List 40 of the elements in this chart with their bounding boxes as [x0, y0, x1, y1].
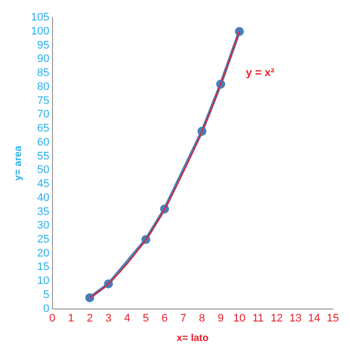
x-tick-label: 2 [86, 312, 93, 324]
y-tick-label: 25 [37, 234, 50, 246]
y-tick-label: 80 [37, 80, 50, 93]
y-tick-label: 20 [37, 247, 50, 260]
x-tick-label: 3 [105, 312, 112, 324]
y-tick-label: 70 [37, 108, 50, 121]
y-tick-label: 5 [43, 288, 50, 301]
y-tick-label: 65 [37, 122, 50, 135]
y-tick-label: 50 [37, 164, 50, 176]
x-tick-label: 8 [198, 312, 206, 324]
y-tick-label: 30 [37, 220, 50, 232]
x-tick-label: 1 [68, 312, 74, 324]
annotation: y = x² [246, 66, 275, 79]
x-tick-label: 6 [162, 312, 168, 324]
y-tick-label: 0 [43, 302, 50, 315]
x-tick-label: 9 [218, 312, 224, 324]
y-tick-label: 75 [37, 94, 50, 107]
x-tick-label: 15 [326, 312, 340, 324]
y-tick-label: 60 [37, 136, 50, 148]
y-tick-label: 95 [37, 39, 50, 52]
x-tick-label: 11 [252, 312, 264, 324]
x-tick-label: 13 [289, 312, 302, 324]
x-tick-label: 4 [124, 312, 130, 324]
y-tick-label: 100 [30, 26, 50, 38]
y-axis-title: y= area [12, 145, 24, 181]
x-tick-label: 14 [308, 312, 320, 324]
x-tick-label: 12 [270, 312, 283, 324]
y-tick-label: 40 [37, 192, 50, 204]
y-tick-label: 55 [37, 150, 50, 162]
y-tick-label: 90 [37, 53, 50, 66]
y-tick-label: 105 [30, 12, 50, 24]
x-tick-label: 5 [142, 312, 149, 324]
y-tick-label: 85 [37, 67, 50, 80]
x-tick-label: 7 [180, 312, 186, 324]
y-tick-label: 15 [37, 261, 50, 274]
y-tick-label: 45 [37, 178, 50, 190]
x-tick-label: 10 [233, 312, 246, 324]
y-tick-label: 35 [37, 206, 50, 218]
y-tick-label: 10 [37, 275, 50, 288]
x-axis-title: x= lato [176, 332, 209, 344]
